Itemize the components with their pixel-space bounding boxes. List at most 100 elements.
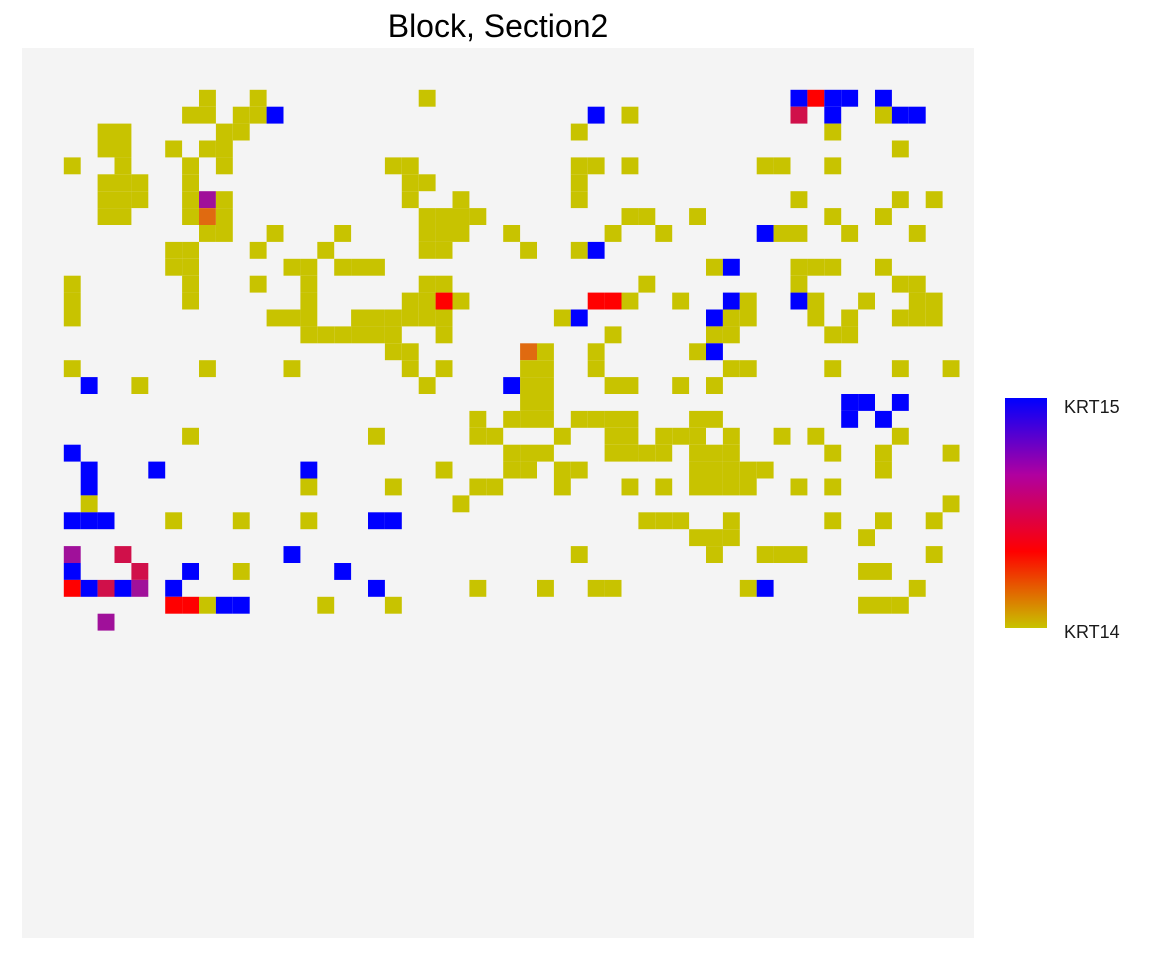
heatmap-cell <box>249 241 267 259</box>
heatmap-cell <box>435 275 453 293</box>
heatmap-cell <box>435 292 453 310</box>
heatmap-cell <box>351 326 368 344</box>
heatmap-cell <box>266 225 284 242</box>
heatmap-cell <box>401 174 419 192</box>
heatmap-cell <box>182 292 199 310</box>
heatmap-cell <box>300 258 318 276</box>
heatmap-cell <box>604 444 622 462</box>
heatmap-cell <box>824 106 842 124</box>
heatmap-cell <box>249 106 267 124</box>
heatmap-cell <box>300 326 318 344</box>
heatmap-cell <box>807 292 825 310</box>
heatmap-cell <box>97 579 115 597</box>
heatmap-cell <box>520 241 537 259</box>
heatmap-cell <box>368 579 385 597</box>
heatmap-cell <box>587 157 605 175</box>
heatmap-cell <box>858 529 875 547</box>
heatmap-cell <box>672 377 690 394</box>
heatmap-cell <box>334 258 352 276</box>
heatmap-cell <box>165 579 183 597</box>
heatmap-cell <box>283 360 301 378</box>
heatmap-cell <box>97 191 115 209</box>
heatmap-cell <box>520 394 537 411</box>
heatmap-cell <box>418 208 436 225</box>
heatmap-cell <box>689 529 706 547</box>
heatmap-cell <box>604 292 622 310</box>
heatmap-cell <box>317 596 335 614</box>
heatmap-cell <box>621 208 639 225</box>
heatmap-cell <box>182 241 199 259</box>
heatmap-cell <box>182 258 199 276</box>
heatmap-cell <box>604 427 622 445</box>
heatmap-cell <box>570 461 588 479</box>
heatmap-cell <box>232 512 250 530</box>
heatmap-cell <box>266 309 284 327</box>
heatmap-cell <box>199 360 216 378</box>
heatmap-cell <box>80 512 98 530</box>
heatmap-cell <box>621 444 639 462</box>
heatmap-cell <box>418 292 436 310</box>
heatmap-cell <box>587 410 605 428</box>
heatmap-cell <box>790 478 808 496</box>
heatmap-cell <box>739 478 757 496</box>
heatmap-cell <box>114 140 132 158</box>
heatmap-cell <box>621 427 639 445</box>
heatmap-cell <box>452 225 470 242</box>
heatmap-cell <box>114 546 132 563</box>
heatmap-cell <box>114 174 132 192</box>
heatmap-cell <box>722 309 740 327</box>
heatmap-cell <box>215 140 233 158</box>
heatmap-cell <box>891 394 909 411</box>
heatmap-cell <box>824 89 842 107</box>
heatmap-cell <box>520 360 537 378</box>
heatmap-cell <box>232 596 250 614</box>
heatmap-cell <box>689 461 706 479</box>
heatmap-cell <box>587 292 605 310</box>
heatmap-cell <box>621 106 639 124</box>
heatmap-cell <box>739 309 757 327</box>
heatmap-cell <box>384 343 402 361</box>
heatmap-cell <box>706 461 723 479</box>
heatmap-cell <box>131 191 149 209</box>
heatmap-cell <box>452 292 470 310</box>
legend-label-top: KRT15 <box>1064 397 1120 417</box>
heatmap-cell <box>80 495 98 513</box>
heatmap-cell <box>537 343 554 361</box>
heatmap-cell <box>604 225 622 242</box>
heatmap-cell <box>63 275 81 293</box>
heatmap-cell <box>858 596 875 614</box>
heatmap-cell <box>942 360 960 378</box>
heatmap-cell <box>756 546 774 563</box>
heatmap-cell <box>706 309 723 327</box>
heatmap-cell <box>334 326 352 344</box>
heatmap-cell <box>790 106 808 124</box>
heatmap-cell <box>925 546 943 563</box>
heatmap-cell <box>875 461 892 479</box>
heatmap-cell <box>435 208 453 225</box>
heatmap-cell <box>131 563 149 580</box>
heatmap-cell <box>942 444 960 462</box>
heatmap-cell <box>587 360 605 378</box>
heatmap-cell <box>63 292 81 310</box>
heatmap-cell <box>706 410 723 428</box>
heatmap-cell <box>891 106 909 124</box>
heatmap-cell <box>215 208 233 225</box>
heatmap-cell <box>841 326 859 344</box>
heatmap-cell <box>858 292 875 310</box>
heatmap-cell <box>790 275 808 293</box>
heatmap-cell <box>537 579 554 597</box>
heatmap-cell <box>334 225 352 242</box>
heatmap-cell <box>266 106 284 124</box>
heatmap-cell <box>165 258 183 276</box>
heatmap-cell <box>384 326 402 344</box>
heatmap-cell <box>418 377 436 394</box>
heatmap-cell <box>841 394 859 411</box>
heatmap-cell <box>672 427 690 445</box>
heatmap-cell <box>858 394 875 411</box>
heatmap-cell <box>891 360 909 378</box>
heatmap-cell <box>841 410 859 428</box>
heatmap-cell <box>706 326 723 344</box>
heatmap-cell <box>300 461 318 479</box>
heatmap-cell <box>165 596 183 614</box>
chart-title: Block, Section2 <box>387 8 609 44</box>
